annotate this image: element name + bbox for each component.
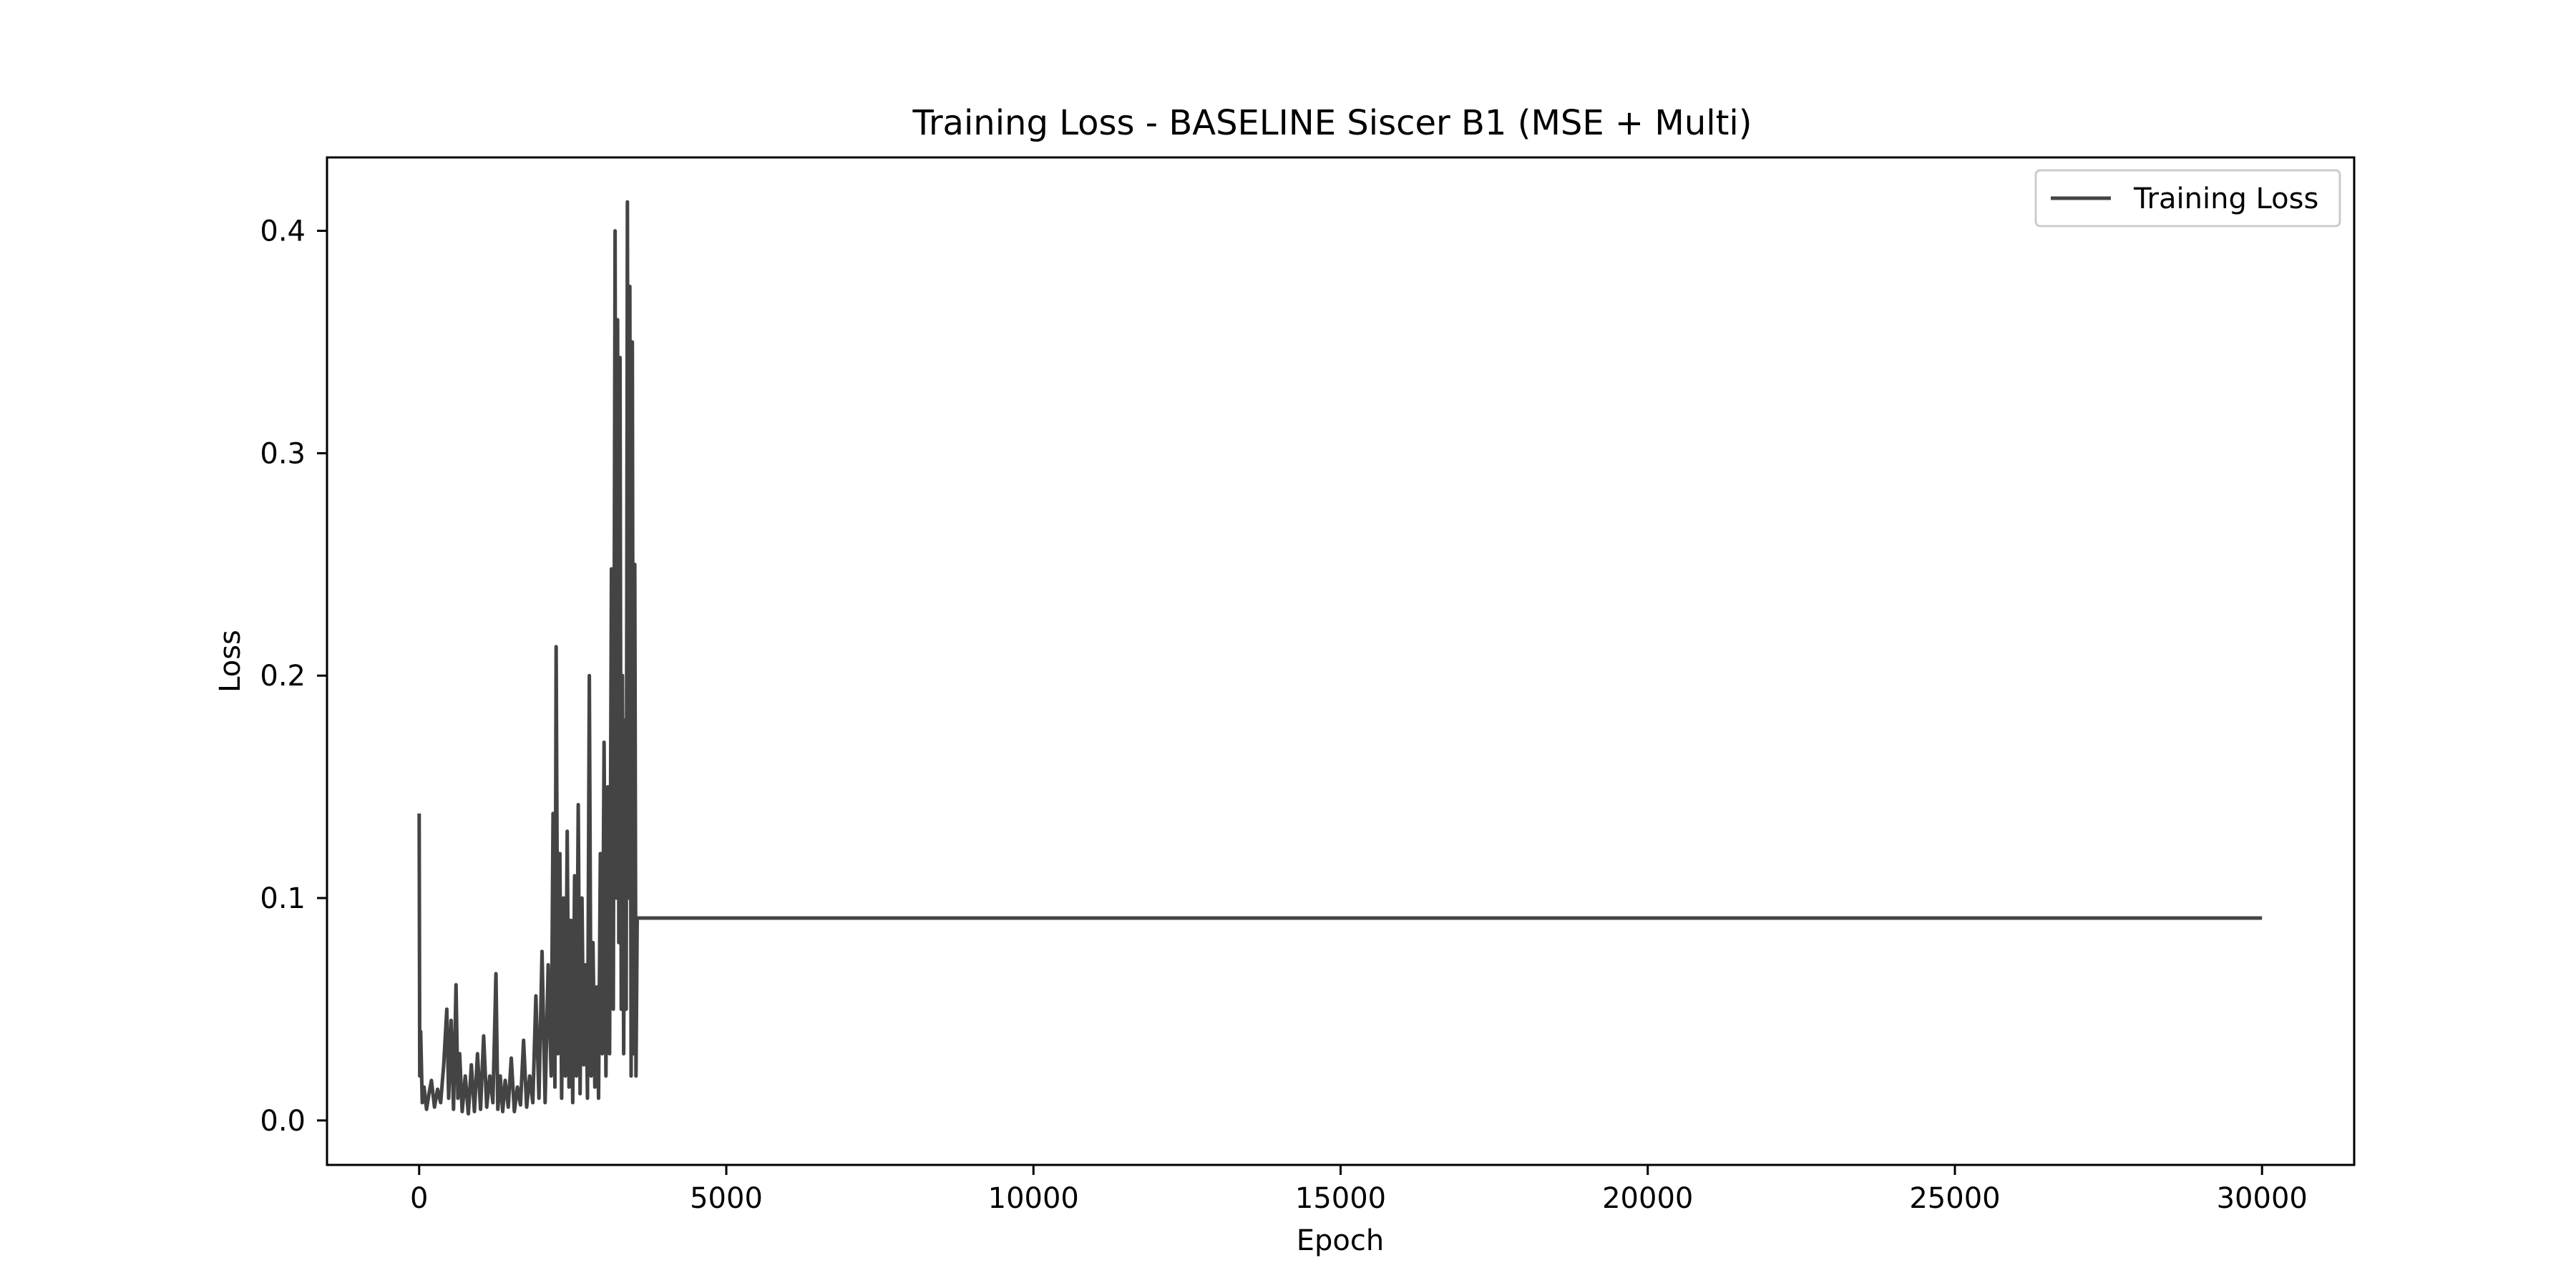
chart-title: Training Loss - BASELINE Siscer B1 (MSE … [912, 103, 1752, 143]
series-layer [417, 200, 2263, 1116]
plot-area [326, 156, 2356, 1166]
y-tick-label: 0.1 [260, 882, 306, 915]
y-axis: 0.0 0.1 0.2 0.3 0.4 [260, 215, 327, 1138]
x-tick-label: 15000 [1295, 1182, 1386, 1215]
y-tick-label: 0.2 [260, 660, 306, 693]
y-tick-label: 0.0 [260, 1105, 306, 1138]
x-tick-label: 10000 [988, 1182, 1079, 1215]
y-axis-label: Loss [214, 630, 247, 693]
legend: Training Loss [2034, 169, 2341, 228]
x-tick-label: 20000 [1602, 1182, 1693, 1215]
legend-box [2034, 169, 2341, 228]
x-tick-label: 5000 [690, 1182, 763, 1215]
series-line-training-loss [417, 200, 2263, 1116]
x-axis: 0 5000 10000 15000 20000 25000 30000 [410, 1165, 2308, 1215]
y-tick-label: 0.3 [260, 437, 306, 470]
x-axis-label: Epoch [1297, 1224, 1384, 1257]
legend-label-training-loss: Training Loss [2133, 182, 2318, 215]
y-tick-label: 0.4 [260, 215, 306, 248]
x-tick-label: 25000 [1909, 1182, 2000, 1215]
x-tick-label: 0 [410, 1182, 428, 1215]
x-tick-label: 30000 [2217, 1182, 2308, 1215]
